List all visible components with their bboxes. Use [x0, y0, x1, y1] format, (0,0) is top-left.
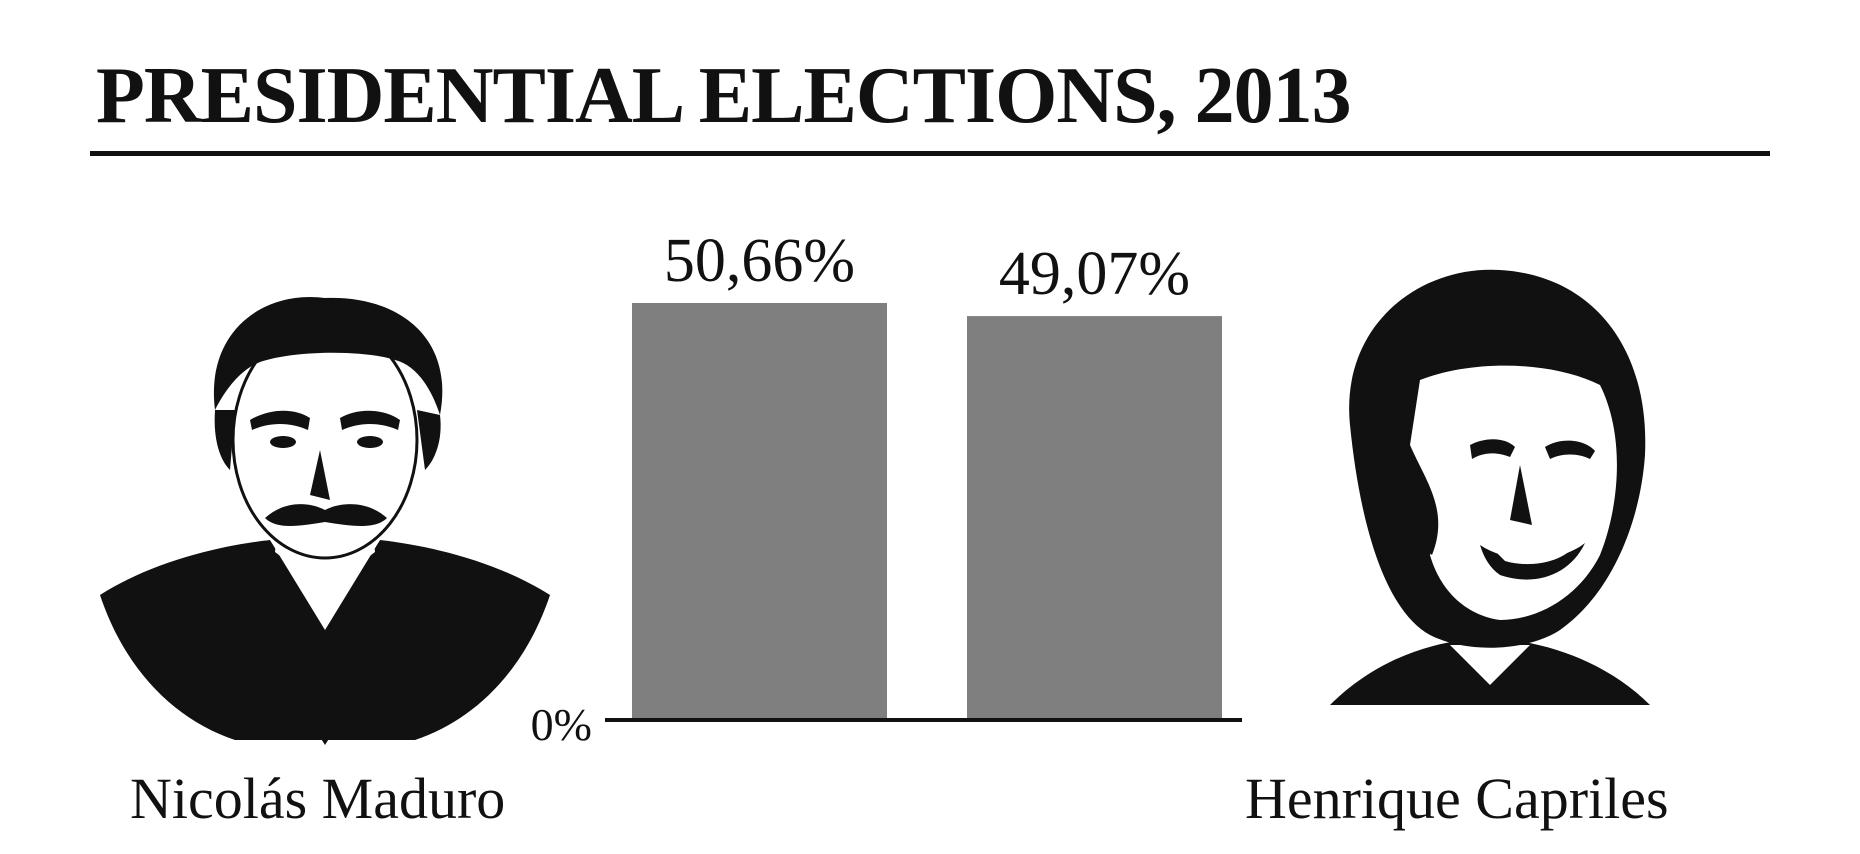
portrait-maduro-icon	[100, 296, 550, 745]
title-underline	[90, 151, 1770, 156]
candidate-name-capriles: Henrique Capriles	[1245, 766, 1669, 831]
bar-capriles	[967, 316, 1222, 720]
value-label-capriles: 49,07%	[999, 240, 1190, 308]
bar-maduro	[632, 303, 887, 720]
portrait-capriles-icon	[1330, 269, 1650, 705]
baseline-label: 0%	[531, 699, 592, 750]
candidate-name-maduro: Nicolás Maduro	[130, 766, 506, 831]
value-label-maduro: 50,66%	[664, 227, 855, 295]
page-title: PRESIDENTIAL ELECTIONS, 2013	[96, 52, 1352, 140]
